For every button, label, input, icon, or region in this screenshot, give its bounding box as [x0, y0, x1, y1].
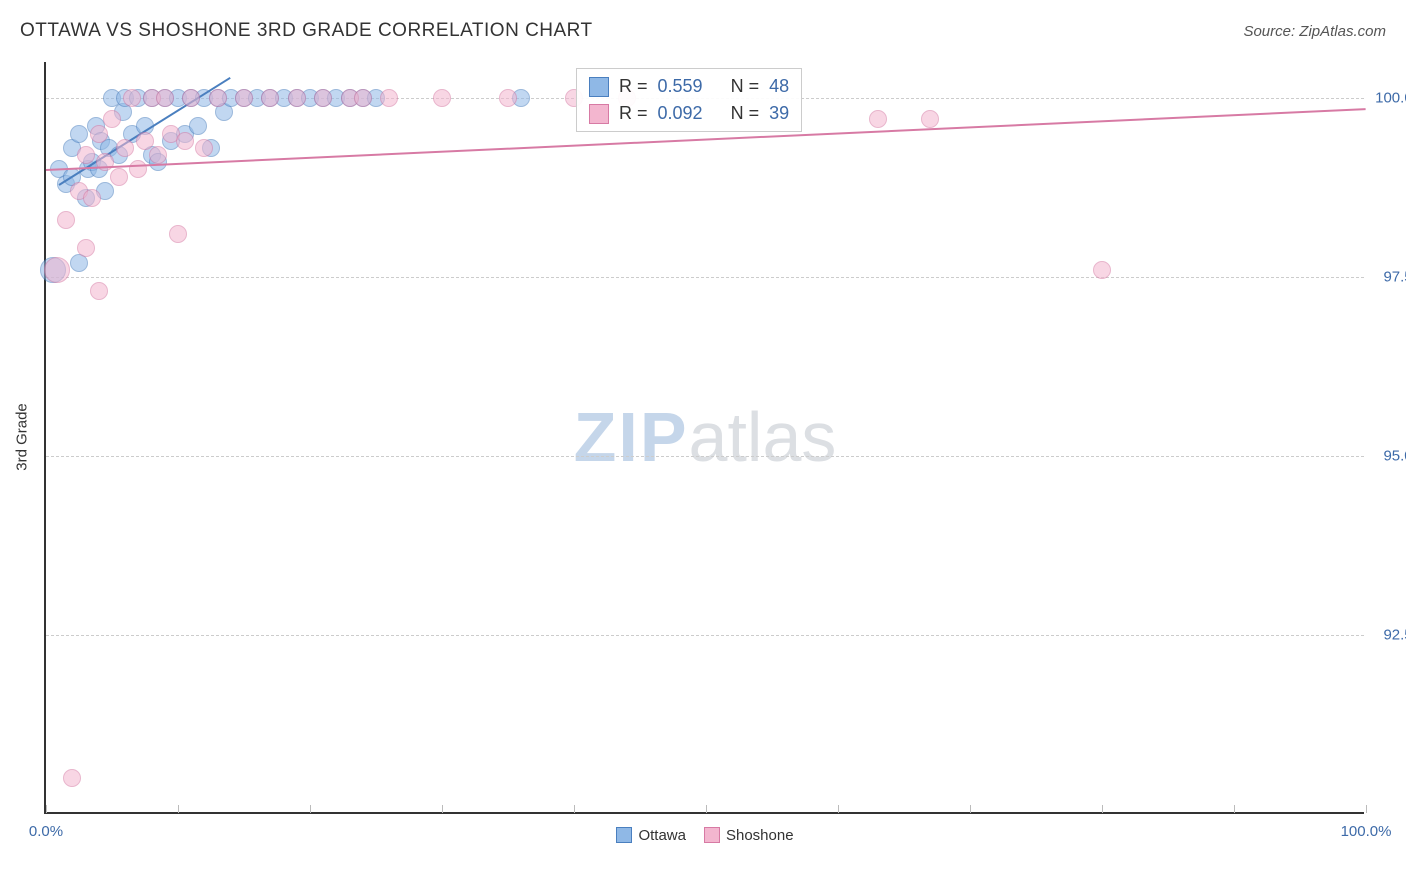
data-point [499, 89, 517, 107]
data-point [116, 139, 134, 157]
data-point [433, 89, 451, 107]
data-point [77, 146, 95, 164]
data-point [129, 160, 147, 178]
data-point [869, 110, 887, 128]
data-point [1093, 261, 1111, 279]
data-point [77, 239, 95, 257]
x-tick [970, 805, 971, 813]
legend-swatch [589, 77, 609, 97]
x-tick [706, 805, 707, 813]
data-point [209, 89, 227, 107]
stat-r-value: 0.092 [658, 100, 703, 127]
data-point [288, 89, 306, 107]
watermark-bold: ZIP [574, 398, 689, 476]
data-point [136, 132, 154, 150]
data-point [182, 89, 200, 107]
data-point [44, 257, 70, 283]
y-tick-label: 92.5% [1370, 626, 1406, 643]
gridline-h [46, 277, 1364, 278]
data-point [110, 168, 128, 186]
x-tick [574, 805, 575, 813]
legend-label: Ottawa [638, 827, 686, 844]
data-point [195, 139, 213, 157]
y-tick-label: 100.0% [1370, 89, 1406, 106]
legend-item: Shoshone [704, 827, 794, 844]
data-point [176, 132, 194, 150]
stat-r-value: 0.559 [658, 73, 703, 100]
data-point [354, 89, 372, 107]
legend-swatch [704, 827, 720, 843]
data-point [83, 189, 101, 207]
gridline-h [46, 456, 1364, 457]
watermark: ZIPatlas [574, 397, 837, 477]
x-tick [1234, 805, 1235, 813]
data-point [380, 89, 398, 107]
x-tick [1102, 805, 1103, 813]
data-point [103, 110, 121, 128]
x-tick [442, 805, 443, 813]
legend-swatch [616, 827, 632, 843]
data-point [189, 117, 207, 135]
data-point [235, 89, 253, 107]
data-point [149, 146, 167, 164]
legend-label: Shoshone [726, 827, 794, 844]
y-axis-title: 3rd Grade [14, 403, 31, 471]
stats-row: R = 0.092 N = 39 [589, 100, 789, 127]
scatter-plot: 3rd Grade ZIPatlas 92.5%95.0%97.5%100.0%… [44, 62, 1364, 814]
y-tick-label: 97.5% [1370, 268, 1406, 285]
stat-n-label: N = [731, 73, 760, 100]
stat-r-label: R = [619, 73, 648, 100]
stats-row: R = 0.559 N = 48 [589, 73, 789, 100]
data-point [57, 211, 75, 229]
data-point [90, 125, 108, 143]
stat-r-label: R = [619, 100, 648, 127]
stat-n-value: 48 [769, 73, 789, 100]
legend-item: Ottawa [616, 827, 686, 844]
x-tick [838, 805, 839, 813]
y-tick-label: 95.0% [1370, 447, 1406, 464]
data-point [921, 110, 939, 128]
data-point [261, 89, 279, 107]
gridline-h [46, 635, 1364, 636]
data-point [96, 153, 114, 171]
x-tick [1366, 805, 1367, 813]
x-tick [178, 805, 179, 813]
legend: Ottawa Shoshone [46, 827, 1364, 844]
chart-title: OTTAWA VS SHOSHONE 3RD GRADE CORRELATION… [20, 20, 593, 42]
data-point [63, 769, 81, 787]
data-point [70, 125, 88, 143]
watermark-light: atlas [689, 398, 837, 476]
stats-box: R = 0.559 N = 48 R = 0.092 N = 39 [576, 68, 802, 132]
stat-n-label: N = [731, 100, 760, 127]
legend-swatch [589, 104, 609, 124]
x-tick [46, 805, 47, 813]
data-point [169, 225, 187, 243]
data-point [90, 282, 108, 300]
data-point [156, 89, 174, 107]
source-label: Source: ZipAtlas.com [1243, 23, 1386, 40]
stat-n-value: 39 [769, 100, 789, 127]
data-point [123, 89, 141, 107]
x-tick [310, 805, 311, 813]
data-point [314, 89, 332, 107]
